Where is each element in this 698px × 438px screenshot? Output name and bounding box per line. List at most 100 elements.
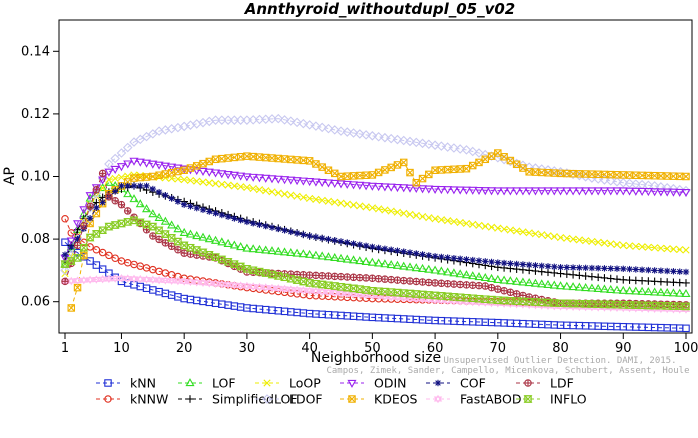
series-point: [336, 126, 346, 136]
series-point: [61, 215, 69, 223]
series-point: [425, 170, 433, 179]
series-point: [645, 266, 652, 274]
series-point: [506, 156, 515, 165]
series-point: [475, 257, 483, 264]
series-point: [205, 278, 214, 288]
series-point: [248, 282, 258, 291]
series-point: [587, 187, 597, 196]
series-point: [643, 180, 654, 191]
series-point: [682, 246, 690, 254]
series-point: [411, 263, 421, 272]
series-point: [525, 261, 533, 269]
series-point: [330, 272, 339, 281]
legend-marker: [185, 378, 195, 387]
series-point: [111, 254, 119, 262]
series-point: [682, 324, 690, 333]
series-point: [167, 163, 177, 172]
series-point: [261, 174, 271, 183]
series-point: [593, 283, 603, 293]
series-point: [599, 284, 609, 293]
series-point: [179, 227, 189, 236]
series-point: [223, 280, 233, 289]
series-point: [223, 238, 233, 247]
series-point: [280, 176, 290, 185]
legend-marker: [347, 379, 357, 388]
series-point: [392, 183, 402, 193]
series-point: [505, 187, 515, 196]
series-point: [437, 296, 446, 305]
series-point: [105, 193, 113, 201]
series-point: [675, 188, 685, 197]
series-point: [499, 187, 509, 196]
series-point: [393, 276, 402, 284]
series-point: [218, 211, 226, 219]
series-point: [148, 209, 158, 218]
series-point: [455, 144, 465, 154]
series-point: [141, 131, 152, 142]
series-point: [185, 229, 195, 238]
series-point: [318, 163, 326, 171]
series-point: [337, 272, 345, 281]
series-point: [607, 265, 614, 272]
series-point: [329, 125, 340, 135]
series-point: [599, 187, 609, 196]
series-point: [98, 248, 107, 257]
series-point: [468, 186, 478, 195]
series-point: [682, 172, 690, 181]
series-point: [373, 131, 384, 142]
series-point: [336, 253, 346, 262]
series-point: [613, 265, 621, 272]
series-point: [657, 267, 665, 274]
series-point: [620, 265, 627, 273]
series-point: [367, 257, 377, 266]
series-point: [311, 250, 321, 259]
series-point: [681, 302, 691, 311]
series-line-loop: [64, 174, 687, 274]
series-point: [588, 237, 596, 246]
series-point: [668, 188, 678, 197]
series-point: [412, 277, 421, 286]
series-point: [273, 246, 283, 255]
series-point: [556, 269, 565, 278]
series-point: [331, 237, 338, 244]
series-point: [330, 252, 340, 262]
legend-marker: [523, 395, 533, 403]
x-tick-label: 80: [552, 341, 569, 356]
series-point: [399, 276, 408, 285]
series-point: [368, 204, 376, 212]
series-point: [493, 274, 503, 283]
legend-label: FastABOD: [460, 392, 522, 407]
series-point: [92, 186, 101, 194]
series-point: [462, 281, 471, 289]
series-point: [418, 185, 428, 194]
legend-marker: [434, 379, 442, 387]
series-point: [268, 188, 276, 196]
series-point: [305, 286, 314, 295]
series-point: [323, 123, 334, 134]
series-point: [531, 230, 540, 238]
series-point: [638, 243, 646, 251]
series-point: [449, 143, 459, 153]
series-point: [93, 204, 100, 211]
series-point: [594, 265, 602, 272]
series-point: [456, 218, 464, 227]
series-point: [475, 158, 483, 167]
series-point: [488, 258, 495, 266]
series-point: [174, 198, 182, 205]
series-point: [79, 275, 89, 285]
series-point: [123, 274, 132, 283]
series-point: [563, 264, 571, 271]
series-point: [425, 252, 433, 259]
y-tick-label: 0.14: [21, 44, 50, 59]
series-point: [606, 284, 616, 293]
series-point: [618, 187, 628, 196]
series-point: [129, 137, 139, 147]
series-point: [551, 263, 558, 271]
series-loop: [61, 171, 690, 278]
series-point: [650, 188, 660, 197]
series-point: [286, 285, 296, 294]
series-point: [231, 215, 238, 222]
series-point: [199, 206, 207, 214]
series-point: [637, 286, 647, 295]
series-point: [92, 245, 101, 254]
